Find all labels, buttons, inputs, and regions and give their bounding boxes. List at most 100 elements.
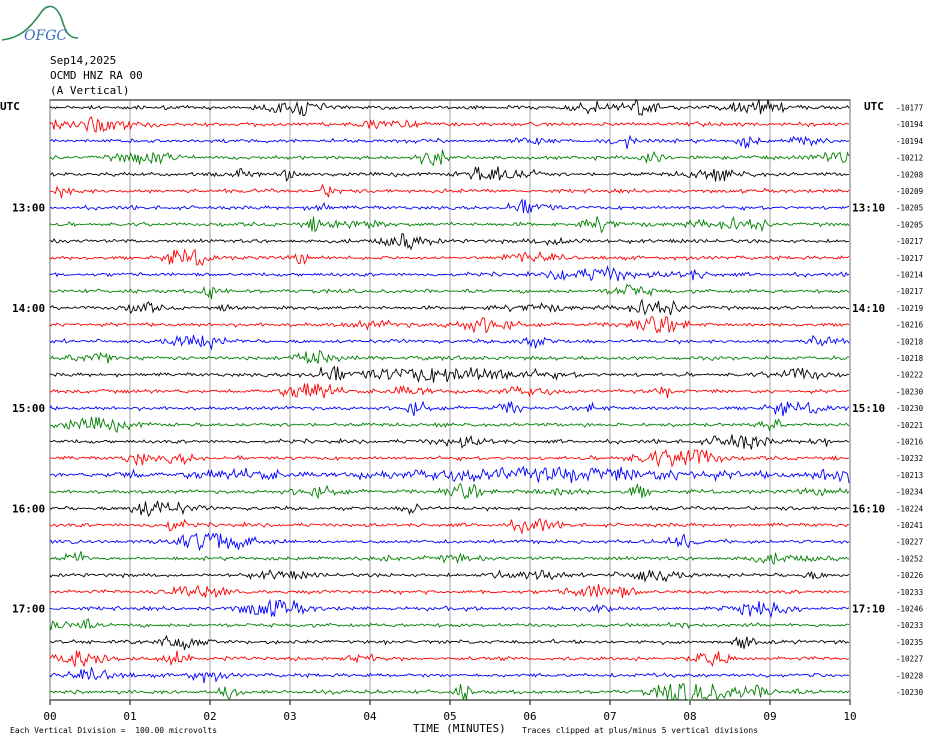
seismic-trace [49,116,849,134]
seismic-trace [50,598,850,619]
trace-offset-label: -10216 [896,438,924,447]
trace-offset-label: -10234 [896,488,924,497]
seismic-trace [49,584,849,599]
x-tick-label: 05 [443,710,456,723]
left-utc-label: UTC [0,100,20,113]
trace-offset-label: -10212 [896,154,923,163]
seismic-trace [49,315,850,334]
trace-offset-label: -10230 [896,387,924,396]
seismic-trace [49,383,850,399]
seismic-trace [49,532,850,552]
trace-offset-label: -10224 [896,504,924,513]
seismic-trace [49,134,850,149]
seismic-trace [49,365,850,384]
seismic-trace [49,517,850,535]
right-hour-label: 13:10 [852,202,885,215]
trace-offset-label: -10194 [896,137,924,146]
trace-offset-label: -10230 [896,688,924,697]
seismic-trace [50,149,850,167]
right-hour-label: 17:10 [852,603,885,616]
trace-offset-label: -10217 [896,287,923,296]
seismic-trace [50,166,849,182]
seismic-trace [49,400,850,417]
x-tick-label: 03 [283,710,296,723]
trace-offset-label: -10252 [896,554,923,563]
trace-offset-label: -10205 [896,220,923,229]
right-hour-label: 14:10 [852,302,885,315]
seismic-trace [49,98,850,116]
left-hour-label: 17:00 [12,603,45,616]
trace-offset-label: -10219 [896,304,923,313]
trace-offset-label: -10205 [896,204,923,213]
trace-offset-label: -10208 [896,170,924,179]
seismic-trace [49,482,850,500]
trace-offset-label: -10246 [896,605,924,614]
x-tick-label: 07 [603,710,616,723]
trace-offset-label: -10232 [896,454,923,463]
date-label: Sep14,2025 [50,54,117,67]
seismic-trace [49,634,850,651]
left-hour-label: 13:00 [12,202,45,215]
clip-note: Traces clipped at plus/minus 5 vertical … [522,726,759,735]
logo-text: OFGC [24,28,67,44]
trace-offset-label: -10217 [896,237,923,246]
trace-offset-label: -10216 [896,321,924,330]
trace-offset-label: -10209 [896,187,923,196]
seismic-trace [49,449,850,468]
seismic-trace [49,248,850,266]
x-tick-label: 08 [683,710,696,723]
seismic-trace [49,215,850,234]
trace-offset-label: -10233 [896,588,923,597]
x-tick-label: 10 [843,710,856,723]
scale-note: Each Vertical Division = 100.00 microvol… [10,726,218,735]
seismic-trace [49,349,849,364]
station-label: OCMD HNZ RA 00 [50,69,143,82]
trace-offset-label: -10217 [896,254,923,263]
trace-offset-label: -10227 [896,655,923,664]
trace-offset-label: -10222 [896,371,923,380]
x-tick-label: 02 [203,710,216,723]
seismic-trace [49,667,850,684]
seismic-trace [49,434,850,450]
seismic-trace [49,465,850,483]
trace-offset-label: -10218 [896,354,924,363]
seismic-trace [49,198,850,215]
trace-offset-label: -10235 [896,638,923,647]
x-axis-label: TIME (MINUTES) [413,722,506,735]
seismic-trace [50,265,850,282]
seismic-trace [49,283,850,300]
seismic-trace [49,650,850,668]
ofgc-logo: OFGC [1,5,79,44]
seismic-trace [49,298,850,316]
trace-offset-label: -10221 [896,421,923,430]
right-hour-label: 15:10 [852,402,885,415]
trace-offset-label: -10228 [896,671,924,680]
trace-offset-label: -10241 [896,521,923,530]
x-tick-label: 06 [523,710,536,723]
seismic-trace [49,334,850,351]
trace-offset-label: -10218 [896,337,924,346]
seismic-trace [49,683,850,702]
trace-offset-label: -10233 [896,621,923,630]
logo-mountain-shape [1,5,79,41]
right-utc-label: UTC [864,100,884,113]
left-hour-label: 14:00 [12,302,45,315]
seismic-trace [49,416,850,434]
x-tick-label: 01 [123,710,136,723]
trace-offset-label: -10194 [896,120,924,129]
left-hour-label: 16:00 [12,502,45,515]
trace-offset-label: -10214 [896,271,924,280]
seismic-trace [49,500,850,518]
seismic-trace [49,568,850,583]
seismic-trace [49,618,850,631]
seismic-trace [49,233,850,251]
trace-offset-label: -10227 [896,538,923,547]
seismic-trace [49,183,850,199]
x-tick-label: 09 [763,710,776,723]
trace-offset-label: -10230 [896,404,924,413]
x-tick-label: 00 [43,710,56,723]
trace-offset-label: -10226 [896,571,924,580]
right-hour-label: 16:10 [852,502,885,515]
x-tick-label: 04 [363,710,377,723]
